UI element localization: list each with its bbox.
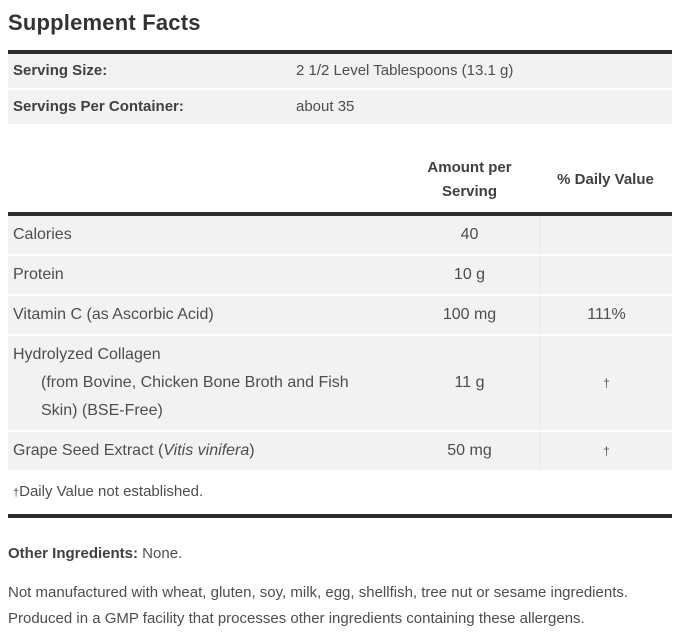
allergen-statement: Not manufactured with wheat, gluten, soy… [8, 584, 629, 627]
dagger-symbol: † [13, 487, 20, 499]
serving-size-value: 2 1/2 Level Tablespoons (13.1 g) [296, 62, 514, 79]
nutrient-amount: 11 g [454, 374, 485, 391]
dagger-symbol: † [603, 376, 610, 390]
nutrient-name-sub-line: (from Bovine, Chicken Bone Broth and Fis… [41, 374, 349, 391]
daily-value-footnote: †Daily Value not established. [8, 472, 672, 514]
table-row-grape-seed-extract: Grape Seed Extract (Vitis vinifera) 50 m… [8, 432, 672, 472]
other-ingredients: Other Ingredients: None. [8, 543, 672, 565]
servings-per-container-value: about 35 [296, 98, 355, 115]
nutrient-name-main: Hydrolyzed Collagen [13, 346, 161, 363]
serving-size-label: Serving Size: [13, 62, 108, 79]
nutrient-name: Calories [13, 226, 72, 243]
nutrient-name: Grape Seed Extract (Vitis vinifera) [8, 432, 400, 470]
nutrition-table: Calories 40 Protein 10 g Vitamin C (as A… [8, 212, 672, 518]
table-row-calories: Calories 40 [8, 216, 672, 256]
nutrient-name: Vitamin C (as Ascorbic Acid) [13, 306, 214, 323]
nutrient-name-suffix: ) [249, 442, 255, 459]
nutrient-daily-value [539, 216, 672, 254]
serving-info-table: Serving Size: 2 1/2 Level Tablespoons (1… [8, 50, 672, 124]
nutrient-amount: 50 mg [447, 442, 492, 459]
nutrient-name-botanical: Vitis vinifera [163, 442, 250, 459]
table-row-protein: Protein 10 g [8, 256, 672, 296]
nutrient-daily-value: 111% [539, 296, 672, 334]
nutrient-amount: 40 [460, 226, 479, 243]
header-amount-per-serving: Amount per Serving [427, 159, 512, 200]
nutrient-amount: 10 g [453, 266, 486, 283]
nutrient-daily-value: † [539, 336, 672, 430]
panel-title: Supplement Facts [8, 10, 201, 35]
other-ingredients-label: Other Ingredients: [8, 545, 139, 562]
header-percent-daily-value: % Daily Value [557, 171, 654, 188]
nutrient-amount: 100 mg [442, 306, 497, 323]
servings-per-container-row: Servings Per Container: about 35 [8, 90, 672, 124]
nutrition-table-header: Amount per Serving % Daily Value [8, 126, 672, 212]
servings-per-container-label: Servings Per Container: [13, 98, 184, 115]
nutrient-daily-value [539, 256, 672, 294]
nutrient-name: Hydrolyzed Collagen (from Bovine, Chicke… [8, 336, 400, 430]
other-ingredients-value: None. [138, 545, 183, 562]
table-row-vitamin-c: Vitamin C (as Ascorbic Acid) 100 mg 111% [8, 296, 672, 336]
nutrient-name-sub-line: Skin) (BSE-Free) [41, 402, 163, 419]
serving-size-row: Serving Size: 2 1/2 Level Tablespoons (1… [8, 54, 672, 88]
dagger-symbol: † [603, 444, 610, 458]
nutrient-daily-value: † [539, 432, 672, 470]
nutrient-name: Protein [13, 266, 64, 283]
footnote-text: Daily Value not established. [19, 483, 204, 500]
nutrient-name-prefix: Grape Seed Extract ( [13, 442, 164, 459]
table-bottom-rule [8, 514, 672, 518]
table-row-hydrolyzed-collagen: Hydrolyzed Collagen (from Bovine, Chicke… [8, 336, 672, 432]
